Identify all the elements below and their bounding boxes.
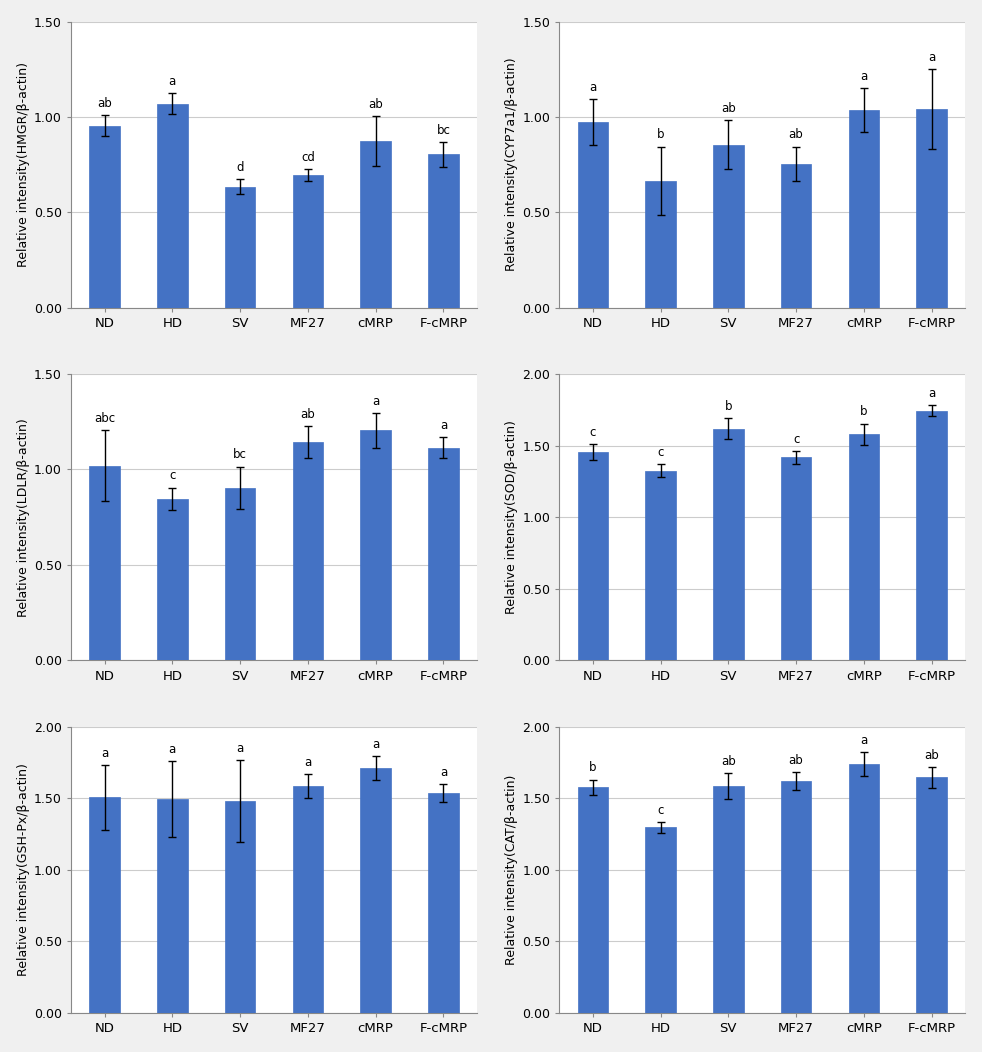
Text: ab: ab (721, 755, 736, 768)
Text: a: a (372, 737, 379, 751)
Bar (916, 109, 947, 307)
Text: bc: bc (233, 448, 247, 462)
Y-axis label: Relative intensity(LDLR/β-actin): Relative intensity(LDLR/β-actin) (17, 418, 29, 616)
Text: c: c (657, 804, 664, 816)
Bar (577, 452, 608, 660)
Text: ab: ab (368, 98, 383, 110)
Bar (781, 458, 811, 660)
Text: b: b (725, 400, 732, 412)
Text: bc: bc (436, 123, 451, 137)
Y-axis label: Relative intensity(SOD/β-actin): Relative intensity(SOD/β-actin) (505, 420, 518, 614)
Bar (916, 410, 947, 660)
Text: a: a (101, 747, 108, 761)
Text: c: c (169, 469, 176, 483)
Text: a: a (860, 70, 867, 83)
Bar (781, 164, 811, 307)
Text: b: b (860, 405, 868, 419)
Bar (225, 801, 255, 1013)
Text: a: a (440, 419, 447, 432)
Bar (713, 786, 743, 1013)
Text: c: c (657, 446, 664, 459)
Bar (293, 175, 323, 307)
Bar (293, 786, 323, 1013)
Text: ab: ab (97, 97, 112, 109)
Text: abc: abc (94, 412, 115, 425)
Text: a: a (237, 742, 244, 755)
Bar (225, 186, 255, 307)
Bar (428, 793, 459, 1013)
Bar (428, 155, 459, 307)
Bar (713, 144, 743, 307)
Text: a: a (304, 755, 311, 769)
Bar (713, 428, 743, 660)
Bar (848, 764, 879, 1013)
Bar (360, 141, 391, 307)
Text: ab: ab (789, 128, 803, 141)
Text: ab: ab (721, 102, 736, 115)
Bar (225, 487, 255, 660)
Text: b: b (657, 128, 664, 141)
Text: ab: ab (789, 753, 803, 767)
Bar (781, 781, 811, 1013)
Bar (428, 447, 459, 660)
Bar (89, 466, 120, 660)
Text: c: c (792, 432, 799, 445)
Bar (848, 434, 879, 660)
Bar (577, 788, 608, 1013)
Bar (89, 125, 120, 307)
Text: a: a (169, 743, 176, 756)
Text: b: b (589, 762, 596, 774)
Bar (645, 181, 676, 307)
Bar (157, 798, 188, 1013)
Bar (293, 442, 323, 660)
Text: ab: ab (300, 407, 315, 421)
Bar (916, 777, 947, 1013)
Y-axis label: Relative intensity(HMGR/β-actin): Relative intensity(HMGR/β-actin) (17, 62, 29, 267)
Text: a: a (169, 75, 176, 88)
Bar (360, 430, 391, 660)
Bar (157, 104, 188, 307)
Text: c: c (589, 426, 596, 439)
Bar (360, 768, 391, 1013)
Bar (645, 470, 676, 660)
Text: a: a (589, 81, 596, 94)
Text: a: a (928, 387, 935, 400)
Y-axis label: Relative intensity(CYP7a1/β-actin): Relative intensity(CYP7a1/β-actin) (505, 58, 518, 271)
Bar (89, 797, 120, 1013)
Text: a: a (928, 52, 935, 64)
Bar (157, 499, 188, 660)
Text: a: a (440, 766, 447, 778)
Bar (645, 828, 676, 1013)
Text: a: a (860, 733, 867, 747)
Text: ab: ab (924, 749, 939, 762)
Y-axis label: Relative intensity(CAT/β-actin): Relative intensity(CAT/β-actin) (505, 774, 518, 965)
Bar (577, 122, 608, 307)
Text: cd: cd (300, 151, 315, 164)
Text: d: d (237, 161, 244, 174)
Y-axis label: Relative intensity(GSH-Px/β-actin): Relative intensity(GSH-Px/β-actin) (17, 763, 29, 976)
Bar (848, 110, 879, 307)
Text: a: a (372, 396, 379, 408)
